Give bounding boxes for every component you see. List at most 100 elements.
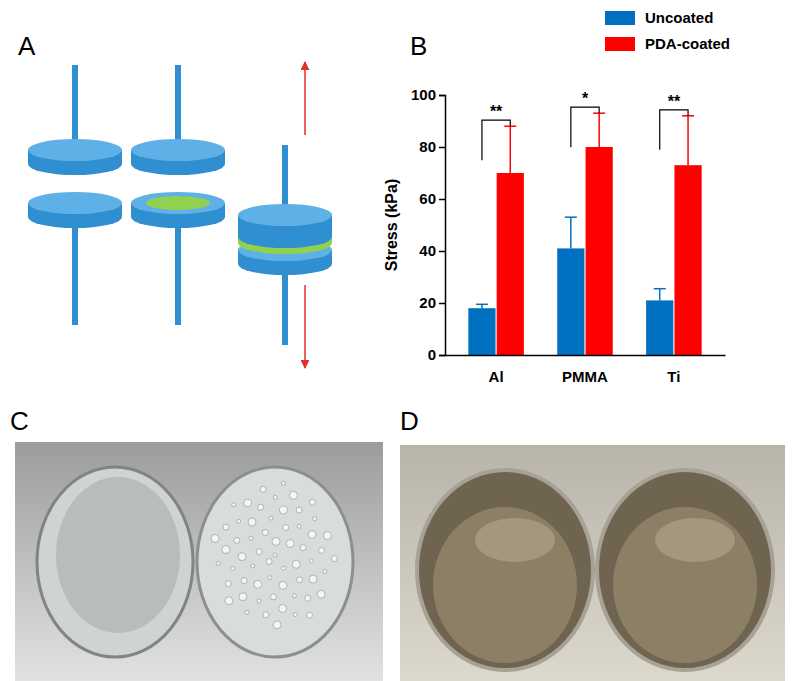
bubble — [225, 597, 233, 605]
error-bar — [654, 289, 666, 301]
photo — [400, 445, 785, 681]
bubble — [254, 580, 262, 588]
bubble — [216, 561, 220, 565]
bubble — [225, 581, 231, 587]
bubble — [273, 495, 277, 499]
error-line — [570, 217, 572, 248]
sample-highlight — [475, 518, 555, 562]
bubble — [283, 525, 289, 531]
bubble — [262, 529, 268, 535]
bubble — [292, 594, 296, 598]
legend-swatch — [605, 37, 635, 51]
bubble — [307, 612, 313, 618]
bar — [557, 248, 584, 355]
bubble — [293, 613, 297, 617]
significance-bracket: ** — [482, 103, 510, 160]
error-bar — [565, 217, 577, 248]
y-axis: 020406080100 — [411, 86, 446, 363]
adhesive — [146, 196, 210, 210]
significance-label: ** — [668, 93, 681, 110]
significance-bracket: ** — [660, 93, 688, 150]
bar — [497, 173, 524, 355]
bubble — [292, 560, 300, 568]
error-cap — [654, 288, 666, 290]
bubble — [239, 593, 247, 601]
plot-area — [468, 113, 701, 355]
error-bar — [476, 304, 488, 308]
tick-mark — [439, 95, 445, 97]
bar — [468, 308, 495, 355]
disk-top — [131, 139, 225, 161]
bubble — [231, 566, 235, 570]
bubble — [323, 569, 327, 573]
error-bar — [593, 113, 605, 147]
error-cap — [476, 304, 488, 306]
axis-title: Stress (kPa) — [383, 179, 400, 272]
bubble — [222, 546, 230, 554]
bubble — [331, 556, 337, 562]
bubble — [281, 481, 285, 485]
bubble — [249, 536, 253, 540]
bubble — [263, 612, 269, 618]
bubble — [234, 537, 240, 543]
tick-mark — [439, 251, 445, 253]
tick: Ti — [667, 368, 680, 385]
error-line — [659, 289, 661, 301]
legend: Uncoated PDA-coated — [605, 9, 730, 52]
tick: PMMA — [562, 368, 608, 385]
arrow — [304, 62, 306, 135]
bubble — [258, 504, 264, 510]
tick: 0 — [428, 346, 445, 363]
tick-label: Ti — [667, 368, 680, 385]
legend-label: PDA-coated — [645, 35, 730, 52]
bubble — [232, 503, 236, 507]
bubble — [223, 524, 229, 530]
tick-mark — [439, 199, 445, 201]
disk-top — [238, 204, 332, 226]
bubble — [317, 590, 325, 598]
rod — [175, 225, 181, 325]
error-line — [687, 116, 689, 165]
legend-entry: Uncoated — [605, 9, 713, 26]
tick: 60 — [419, 190, 445, 207]
sample-face — [433, 507, 577, 663]
bubble — [211, 534, 219, 542]
legend-swatch — [605, 11, 635, 25]
sample-disk — [197, 467, 353, 657]
tick-mark — [439, 303, 445, 305]
bubble — [279, 581, 287, 589]
figure: ABCD020406080100AlPMMATiStress (kPa)****… — [0, 0, 800, 681]
bubble — [318, 547, 324, 553]
sample-disk — [597, 470, 773, 670]
bubble — [300, 545, 306, 551]
error-line — [598, 113, 600, 147]
panel-label: A — [18, 31, 36, 61]
bubble — [248, 518, 256, 526]
error-bar — [682, 116, 694, 165]
tick-label: 60 — [419, 190, 436, 207]
tick-label: 80 — [419, 138, 436, 155]
chart: 020406080100AlPMMATiStress (kPa)*****Unc… — [383, 9, 730, 385]
bubble — [296, 507, 302, 513]
bar — [586, 147, 613, 355]
significance-label: ** — [490, 103, 503, 120]
error-line — [510, 126, 512, 173]
bubble — [256, 549, 262, 555]
sample-face — [56, 477, 180, 633]
bubble — [266, 558, 272, 564]
disk-bottom — [238, 226, 332, 248]
bubble — [273, 553, 277, 557]
rod — [72, 225, 78, 325]
bubble — [309, 575, 317, 583]
bubble — [309, 559, 313, 563]
sample-disk — [37, 467, 193, 657]
disk-top — [131, 192, 225, 214]
bubble — [270, 594, 276, 600]
error-bar — [504, 126, 516, 173]
bubble — [273, 621, 281, 629]
panel-label: B — [410, 31, 427, 61]
arrow — [304, 285, 306, 368]
tick-label: 0 — [428, 346, 436, 363]
bubble — [289, 491, 297, 499]
bracket — [571, 107, 599, 147]
